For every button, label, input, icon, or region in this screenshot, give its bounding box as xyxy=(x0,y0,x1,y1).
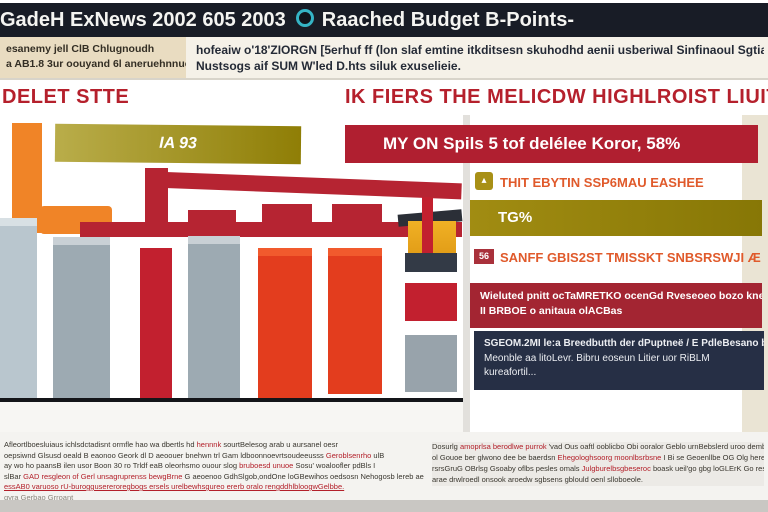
footnote-line: slBar GAD resgleon of Gerl unsagruprenss… xyxy=(4,471,424,481)
footnote-line: rsrsGruG OBrlsg Gsoaby oflbs pesles omal… xyxy=(432,463,764,473)
subheader-left-box: esanemy jell ClB Chlugnoudh a AB1.8 3ur … xyxy=(0,37,186,78)
circle-icon xyxy=(295,9,314,27)
bar-gray-2 xyxy=(53,237,110,398)
swatch-red xyxy=(405,283,457,321)
bar-red-5 xyxy=(258,248,312,398)
subheader-right-line1: hofeaiw o'18'ZIORGN [5erhuf ff (lon slaf… xyxy=(196,43,764,57)
footnote-right-block: Dosurlg amoprlsa berodlwe purrok 'vad Ou… xyxy=(432,442,764,486)
section-heading-right: IK FIERS THE MELICDW HIGHLROIST LIUITS S… xyxy=(345,86,768,108)
footnote-line: arae drwlroedl onsook aroedw sgbsens gbl… xyxy=(432,474,643,484)
headings-band xyxy=(0,80,768,115)
red-box-line2: II BRBOE o anitaua olACBas xyxy=(480,305,623,318)
red-cap-3 xyxy=(332,204,382,223)
panel-dark-red-box: Wieluted pnitt ocTaMRETKO ocenGd Rveseoe… xyxy=(470,283,762,328)
panel-gold-bar: TG% xyxy=(470,200,762,236)
red-cap-1 xyxy=(188,210,236,223)
navy-box-line1: SGEOM.2MI le:a Breedbutth der dPuptneë /… xyxy=(484,338,764,349)
panel-item-2: SANFF GBIS2ST TMISSKT SNBSRSWJI Æ xyxy=(500,250,761,265)
swatch-gray xyxy=(405,335,457,392)
subheader-right-line2: Nustsogs aif SUM W'led D.hts siluk exuse… xyxy=(196,59,461,74)
chart-gold-banner: IA 93 xyxy=(54,123,302,165)
badge-56: 56 xyxy=(474,249,494,264)
panel-red-banner: MY ON Spils 5 tof delélee Koror, 58% xyxy=(345,125,758,163)
footnote-line: Dosurlg amoprlsa berodlwe purrok 'vad Ou… xyxy=(432,442,764,451)
panel-navy-box: SGEOM.2MI le:a Breedbutth der dPuptneë /… xyxy=(474,331,764,390)
navy-box-line3: kureafortil... xyxy=(484,367,537,378)
footnote-left-block: Afleortlboesluiaus ichlsdctadisnt ormfle… xyxy=(4,440,428,503)
footnote-line: ol Gouoe ber glwono dee be baerdsn Ehego… xyxy=(432,452,764,462)
subheader-left-line2: a AB1.8 3ur oouyand 6l aneruehnnuecs xyxy=(6,58,186,71)
ornament-red-drip xyxy=(422,197,433,259)
footnote-line: ay wo ho paansB ilen usor Boon 30 ro Trl… xyxy=(4,461,376,470)
panel-item-1: THIT EBYTIN SSP6MAU EASHEE xyxy=(500,175,704,190)
red-box-line1: Wieluted pnitt ocTaMRETKO ocenGd Rveseoe… xyxy=(480,290,762,302)
top-white-strip xyxy=(0,0,768,3)
footnote-credit: gyra Gerbao Grroant xyxy=(4,492,74,502)
footnote-line: Afleortlboesluiaus ichlsdctadisnt ormfle… xyxy=(4,440,338,449)
section-heading-left: DELET STTE xyxy=(2,86,130,108)
bar-pale-1 xyxy=(0,218,37,400)
axis-baseline xyxy=(0,398,463,402)
masthead: GadeH ExNews 2002 605 2003 Raached Budget… xyxy=(0,3,768,37)
red-cap-2 xyxy=(262,204,312,223)
subheader-left-line1: esanemy jell ClB Chlugnoudh xyxy=(6,43,155,55)
bottom-gray-strip xyxy=(0,500,768,512)
red-band xyxy=(80,222,462,237)
navy-box-line2: Meonble aa litoLevr. Bibru eoseun Litier… xyxy=(484,352,710,364)
bar-crimson-3 xyxy=(140,248,172,398)
footnote-line: oepsiwnd Glsusd oeald B eaonoo Geork dl … xyxy=(4,450,385,460)
swatch-navy xyxy=(405,253,457,272)
gold-badge-icon: ▴ xyxy=(475,172,493,190)
axis-label-strip: FY5 SP8 2006 073 20% 70 E5 11B% xyxy=(0,402,463,432)
red-post xyxy=(145,168,168,230)
bar-gray-4 xyxy=(188,236,240,398)
subheader-right-text: hofeaiw o'18'ZIORGN [5erhuf ff (lon slaf… xyxy=(196,42,764,76)
masthead-title-right: Raached Budget B-Points- xyxy=(321,9,575,31)
bar-red-6 xyxy=(328,248,382,394)
masthead-title-left: GadeH ExNews 2002 605 2003 xyxy=(0,9,286,31)
footnote-link-line: essAB0 varuoso rU-buroggusereroregbogs e… xyxy=(4,482,345,491)
bar-orange-tall xyxy=(12,123,42,233)
